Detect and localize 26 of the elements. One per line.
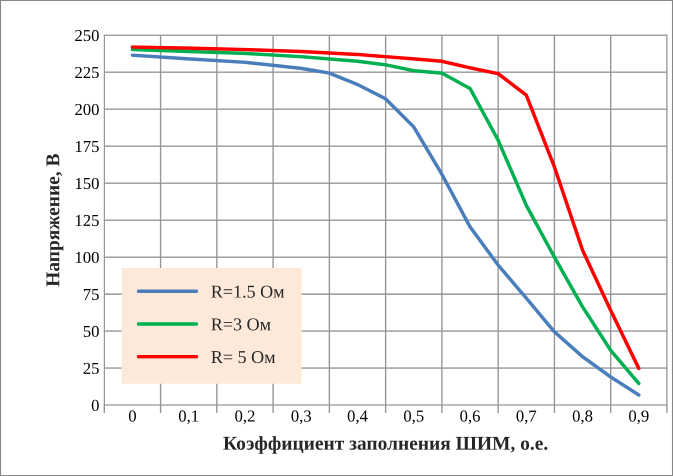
- x-tick-label: 0,9: [629, 410, 649, 424]
- y-tick-label: 250: [75, 30, 99, 42]
- y-tick-label: 75: [84, 288, 99, 300]
- y-tick-label: 200: [75, 104, 99, 116]
- legend-label: R=3 Ом: [211, 318, 271, 330]
- legend-label: R= 5 Ом: [211, 351, 276, 364]
- y-tick-label: 50: [84, 326, 99, 338]
- y-tick-label: 25: [84, 362, 99, 374]
- y-tick-label: 125: [76, 214, 99, 226]
- x-tick-label: 0,1: [178, 410, 198, 424]
- x-tick-label: 0: [128, 410, 136, 422]
- x-axis-title: Коэффициент заполнения ШИМ, о.е.: [223, 436, 548, 454]
- y-axis-title: Напряжение, В: [46, 154, 64, 286]
- x-tick-label: 0,6: [460, 410, 480, 424]
- x-tick-label: 0,7: [516, 410, 536, 424]
- y-tick-label: 175: [76, 140, 99, 152]
- legend-label: R=1.5 Ом: [211, 286, 284, 298]
- x-tick-label: 0,5: [404, 410, 424, 424]
- y-tick-label: 100: [76, 252, 99, 264]
- y-tick-label: 0: [92, 400, 99, 412]
- x-tick-label: 0,4: [348, 410, 368, 424]
- x-tick-label: 0,8: [572, 410, 592, 424]
- y-tick-label: 225: [75, 66, 99, 78]
- x-tick-label: 0,3: [291, 410, 311, 424]
- y-tick-label: 150: [76, 178, 99, 190]
- x-tick-label: 0,2: [235, 410, 254, 424]
